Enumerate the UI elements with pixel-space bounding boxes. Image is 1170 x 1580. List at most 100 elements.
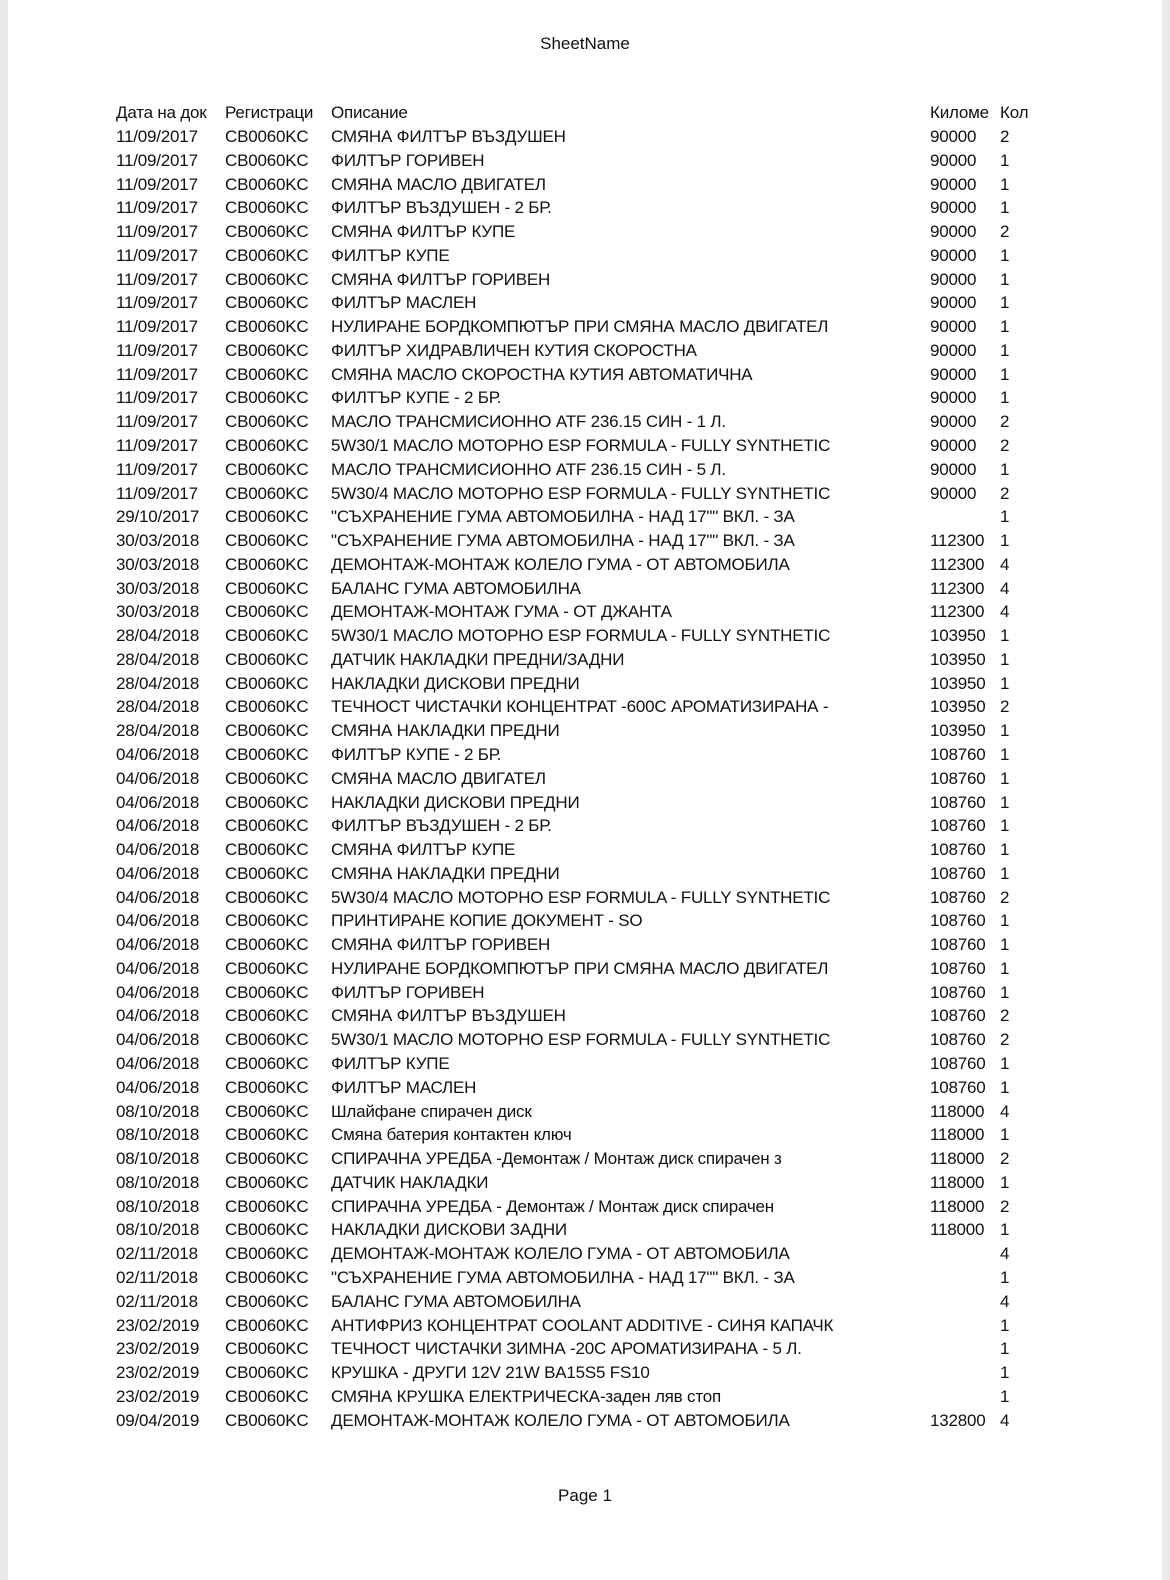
cell-date: 11/09/2017 [116, 150, 198, 170]
cell-description: СМЯНА МАСЛО ДВИГАТЕЛ [331, 174, 546, 194]
cell-kilometers: 90000 [930, 317, 977, 337]
cell-description: СМЯНА ФИЛТЪР КУПЕ [331, 222, 516, 242]
cell-registration: CB0060KC [225, 174, 309, 194]
cell-kilometers: 108760 [930, 768, 986, 788]
cell-kilometers: 103950 [930, 673, 986, 693]
cell-date: 30/03/2018 [116, 602, 200, 622]
cell-registration: CB0060KC [225, 483, 309, 503]
cell-quantity: 1 [1000, 1363, 1010, 1383]
cell-date: 11/09/2017 [116, 459, 198, 479]
cell-registration: CB0060KC [225, 792, 309, 812]
cell-quantity: 1 [1000, 745, 1010, 765]
cell-date: 11/09/2017 [116, 436, 198, 455]
cell-date: 28/04/2018 [116, 673, 200, 693]
cell-quantity: 1 [1000, 340, 1010, 360]
cell-description: ДАТЧИК НАКЛАДКИ [331, 1172, 489, 1192]
cell-registration: CB0060KC [225, 1363, 309, 1383]
cell-registration: CB0060KC [225, 958, 309, 978]
cell-kilometers: 118000 [930, 1196, 985, 1216]
cell-quantity: 1 [1000, 768, 1010, 788]
cell-date: 11/09/2017 [116, 364, 198, 384]
cell-kilometers: 103950 [930, 697, 986, 717]
cell-registration: CB0060KC [225, 269, 309, 289]
cell-quantity: 1 [1000, 816, 1010, 836]
cell-date: 11/09/2017 [116, 483, 198, 503]
cell-description: Шлайфане спирачен диск [331, 1101, 532, 1121]
cell-kilometers: 118000 [930, 1101, 985, 1121]
cell-registration: CB0060KC [225, 459, 309, 479]
cell-kilometers: 112300 [930, 554, 985, 574]
cell-date: 04/06/2018 [116, 935, 200, 955]
cell-kilometers: 90000 [930, 174, 977, 194]
cell-registration: CB0060KC [225, 840, 309, 860]
cell-description: "СЪХРАНЕНИЕ ГУМА АВТОМОБИЛНА - НАД 17"" … [331, 531, 795, 551]
cell-date: 28/04/2018 [116, 697, 200, 717]
cell-description: ФИЛТЪР ГОРИВЕН [331, 150, 485, 170]
cell-quantity: 1 [1000, 1386, 1010, 1406]
cell-description: ФИЛТЪР ХИДРАВЛИЧЕН КУТИЯ СКОРОСТНА [331, 340, 697, 360]
cell-description: ТЕЧНОСТ ЧИСТАЧКИ КОНЦЕНТРАТ -600C АРОМАТ… [331, 697, 829, 717]
cell-registration: CB0060KC [225, 1291, 309, 1311]
cell-registration: CB0060KC [225, 1267, 309, 1287]
cell-date: 02/11/2018 [116, 1244, 198, 1264]
cell-kilometers: 108760 [930, 935, 986, 955]
cell-kilometers: 108760 [930, 958, 986, 978]
cell-date: 23/02/2019 [116, 1315, 200, 1335]
cell-description: ФИЛТЪР МАСЛЕН [331, 1077, 477, 1097]
cell-description: БАЛАНС ГУМА АВТОМОБИЛНА [331, 578, 581, 598]
cell-date: 11/09/2017 [116, 340, 198, 360]
cell-description: 5W30/4 МАСЛО МОТОРНО ESP FORMULA - FULLY… [331, 887, 831, 907]
cell-quantity: 1 [1000, 1172, 1010, 1192]
cell-description: СМЯНА НАКЛАДКИ ПРЕДНИ [331, 863, 560, 883]
cell-date: 30/03/2018 [116, 554, 200, 574]
cell-description: КРУШКА - ДРУГИ 12V 21W BA15S5 FS10 [331, 1363, 650, 1383]
cell-date: 04/06/2018 [116, 863, 200, 883]
cell-registration: CB0060KC [225, 293, 309, 313]
cell-date: 02/11/2018 [116, 1291, 198, 1311]
cell-quantity: 1 [1000, 982, 1010, 1002]
cell-date: 30/03/2018 [116, 578, 200, 598]
cell-date: 09/04/2019 [116, 1410, 200, 1430]
cell-kilometers: 118000 [930, 1220, 985, 1240]
cell-kilometers: 118000 [930, 1172, 985, 1192]
cell-description: СПИРАЧНА УРЕДБА -Демонтаж / Монтаж диск … [331, 1149, 782, 1169]
cell-date: 11/09/2017 [116, 317, 198, 337]
cell-date: 04/06/2018 [116, 816, 200, 836]
cell-date: 04/06/2018 [116, 1077, 200, 1097]
cell-date: 08/10/2018 [116, 1149, 200, 1169]
cell-registration: CB0060KC [225, 1149, 309, 1169]
cell-quantity: 1 [1000, 317, 1010, 337]
cell-quantity: 1 [1000, 364, 1010, 384]
cell-registration: CB0060KC [225, 626, 309, 646]
document-page: SheetName Дата на док Регистраци Описание К… [8, 0, 1162, 1580]
cell-description: СПИРАЧНА УРЕДБА - Демонтаж / Монтаж диск… [331, 1196, 774, 1216]
cell-quantity: 2 [1000, 1030, 1010, 1050]
cell-date: 04/06/2018 [116, 792, 200, 812]
cell-description: ФИЛТЪР КУПЕ - 2 БР. [331, 388, 502, 408]
cell-kilometers: 112300 [930, 578, 985, 598]
cell-date: 11/09/2017 [116, 127, 198, 146]
cell-quantity: 4 [1000, 578, 1010, 598]
cell-quantity: 1 [1000, 863, 1010, 883]
cell-registration: CB0060KC [225, 935, 309, 955]
cell-date: 23/02/2019 [116, 1363, 200, 1383]
cell-description: ДЕМОНТАЖ-МОНТАЖ КОЛЕЛО ГУМА - ОТ АВТОМОБ… [331, 554, 790, 574]
cell-kilometers: 112300 [930, 602, 985, 622]
cell-kilometers: 108760 [930, 887, 986, 907]
cell-quantity: 1 [1000, 1267, 1010, 1287]
cell-quantity: 2 [1000, 222, 1010, 242]
cell-description: СМЯНА ФИЛТЪР ВЪЗДУШЕН [331, 127, 566, 146]
cell-date: 30/03/2018 [116, 531, 200, 551]
cell-description: СМЯНА ФИЛТЪР ВЪЗДУШЕН [331, 1006, 566, 1026]
cell-quantity: 4 [1000, 1101, 1010, 1121]
cell-registration: CB0060KC [225, 745, 309, 765]
cell-quantity: 1 [1000, 1220, 1010, 1240]
cell-quantity: 1 [1000, 293, 1010, 313]
cell-quantity: 2 [1000, 1006, 1010, 1026]
cell-date: 11/09/2017 [116, 198, 198, 218]
cell-description: СМЯНА МАСЛО ДВИГАТЕЛ [331, 768, 546, 788]
cell-quantity: 1 [1000, 1125, 1010, 1145]
sheet-title: SheetName [540, 34, 630, 53]
cell-description: ДАТЧИК НАКЛАДКИ ПРЕДНИ/ЗАДНИ [331, 649, 625, 669]
cell-date: 11/09/2017 [116, 388, 198, 408]
